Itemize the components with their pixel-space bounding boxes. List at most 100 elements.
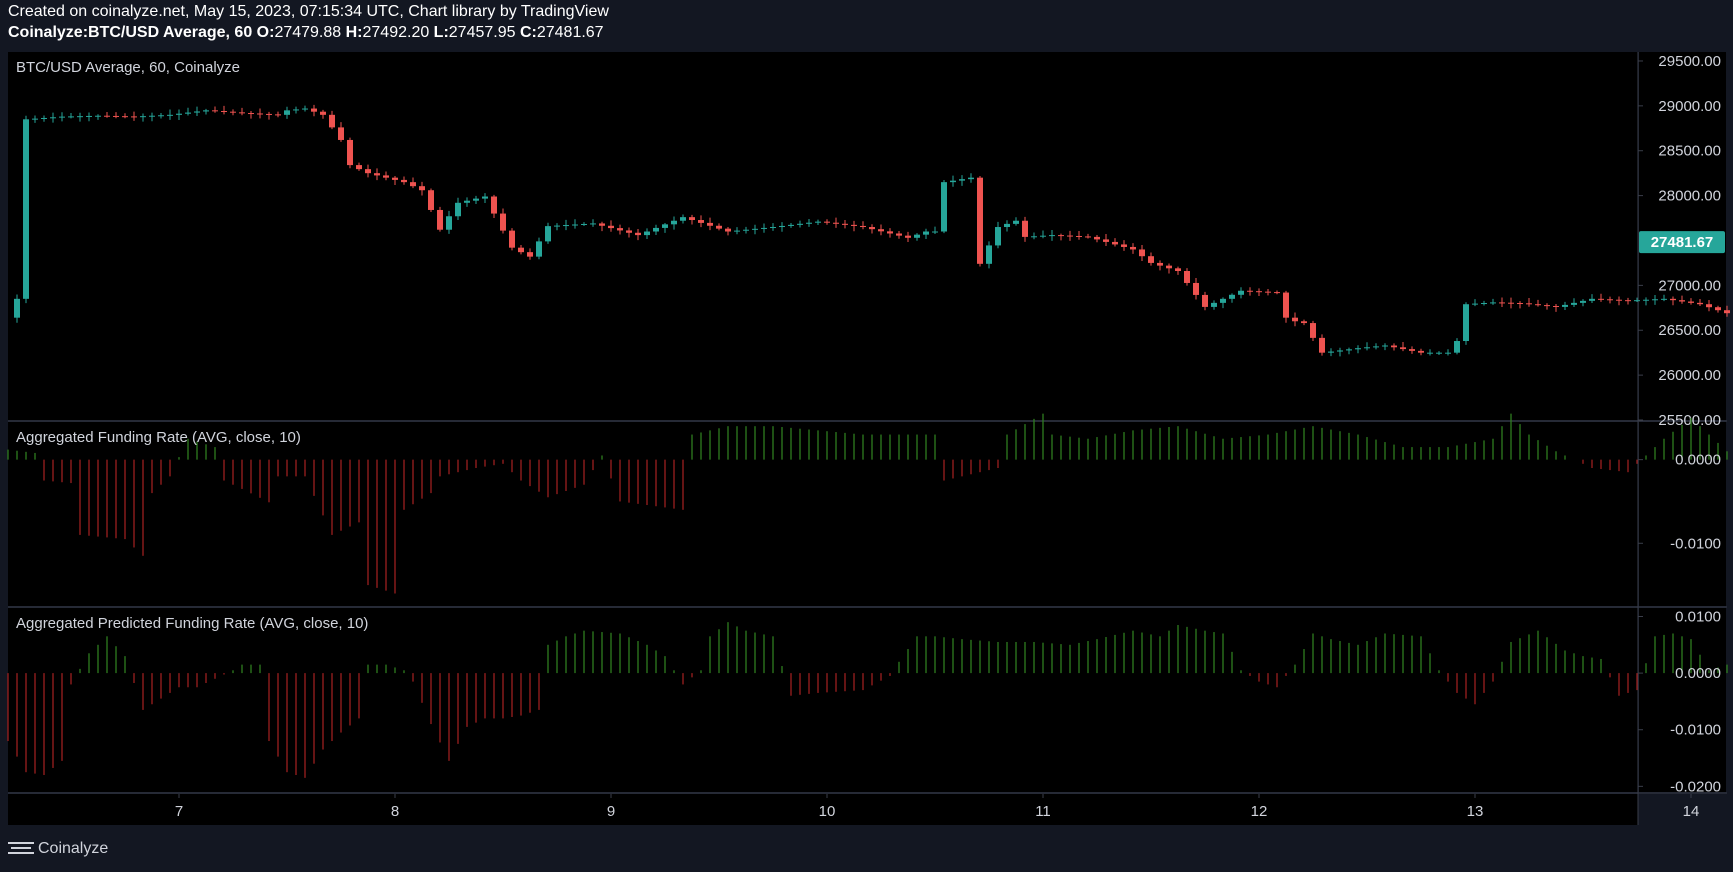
candle-body <box>59 116 65 118</box>
candle <box>1400 342 1406 352</box>
candle <box>158 112 164 119</box>
candle-body <box>1238 290 1244 295</box>
candle-body <box>1112 241 1118 245</box>
time-tick-label: 9 <box>607 803 615 820</box>
candle-body <box>500 213 506 231</box>
candle-body <box>1427 352 1433 354</box>
candle-body <box>1616 299 1622 301</box>
candle-body <box>14 298 20 318</box>
time-tick-label: 12 <box>1251 803 1268 820</box>
candle <box>797 220 803 228</box>
price-tick-label: 29000.00 <box>1658 98 1721 115</box>
candle <box>518 244 524 255</box>
candle <box>590 219 596 227</box>
candle <box>1157 260 1163 271</box>
candle <box>851 220 857 232</box>
pane-background <box>8 422 1638 606</box>
candle-body <box>1031 236 1037 238</box>
candle <box>1031 232 1037 240</box>
candle-body <box>77 116 83 118</box>
candle-body <box>194 111 200 113</box>
candle-body <box>725 228 731 232</box>
candle-body <box>1670 298 1676 301</box>
candle-body <box>689 217 695 221</box>
candle-body <box>68 116 74 118</box>
candle-body <box>482 196 488 199</box>
candle-body <box>986 245 992 264</box>
candle <box>41 115 47 122</box>
candle <box>1643 297 1649 306</box>
candle <box>1535 299 1541 307</box>
candle-body <box>1418 350 1424 353</box>
candle-body <box>239 112 245 114</box>
candle-body <box>1013 220 1019 224</box>
candle-body <box>887 231 893 234</box>
candle-body <box>1562 304 1568 307</box>
candle-body <box>914 234 920 238</box>
candle <box>1436 351 1442 355</box>
candle <box>1571 298 1577 307</box>
candle-body <box>977 177 983 264</box>
candle <box>1184 268 1190 286</box>
candle-body <box>824 221 830 223</box>
candle-body <box>536 241 542 257</box>
candle <box>104 111 110 118</box>
candle-body <box>635 232 641 236</box>
last-price-label: 27481.67 <box>1651 234 1714 251</box>
chart-canvas[interactable]: 29500.00 29000.00 28500.00 28000.00 27000.00… <box>0 0 1733 830</box>
candle-body <box>167 114 173 116</box>
candle <box>671 216 677 230</box>
candle-body <box>1661 298 1667 300</box>
candle <box>1202 291 1208 311</box>
candle <box>779 222 785 232</box>
candle <box>185 107 191 116</box>
candle-body <box>509 230 515 248</box>
candle <box>626 227 632 238</box>
close-label: C: <box>515 24 537 41</box>
candle <box>320 109 326 119</box>
candle <box>689 214 695 225</box>
candle-body <box>1643 299 1649 301</box>
candle <box>698 215 704 228</box>
candle-body <box>1247 290 1253 292</box>
price-axis-background <box>1639 608 1726 792</box>
candle <box>707 217 713 231</box>
candle <box>59 112 65 122</box>
candle <box>293 106 299 114</box>
candle-body <box>1544 305 1550 307</box>
predicted-funding-rate-title: Aggregated Predicted Funding Rate (AVG, … <box>16 615 368 632</box>
candle <box>509 228 515 251</box>
candle <box>1580 299 1586 307</box>
candle <box>734 227 740 235</box>
candle-body <box>32 118 38 120</box>
time-axis-background <box>8 794 1638 825</box>
candle-body <box>923 231 929 235</box>
candle-body <box>1391 345 1397 348</box>
candle <box>1274 290 1280 295</box>
candle-body <box>23 119 29 299</box>
price-pane-title: BTC/USD Average, 60, Coinalyze <box>16 59 240 76</box>
candle <box>1355 345 1361 354</box>
candle <box>1148 252 1154 266</box>
candle <box>1103 234 1109 246</box>
candle <box>1004 220 1010 232</box>
candle-body <box>1076 236 1082 237</box>
time-tick-label: 10 <box>819 803 836 820</box>
candle-body <box>590 223 596 225</box>
candle <box>1346 347 1352 355</box>
candle-body <box>905 235 911 238</box>
low-value: 27457.95 <box>448 24 516 41</box>
candle-body <box>869 227 875 230</box>
price-tick-label: 29500.00 <box>1658 53 1721 70</box>
candle <box>977 176 983 267</box>
predicted-funding-rate-tick-label: 0.0000 <box>1675 665 1721 682</box>
candle <box>905 231 911 243</box>
candle-body <box>266 113 272 115</box>
footer-brand[interactable]: Coinalyze <box>8 840 108 858</box>
candle-body <box>698 220 704 223</box>
candle-body <box>1175 268 1181 272</box>
candle <box>356 162 362 171</box>
candle-body <box>752 228 758 230</box>
candle <box>32 115 38 123</box>
candle <box>968 173 974 183</box>
